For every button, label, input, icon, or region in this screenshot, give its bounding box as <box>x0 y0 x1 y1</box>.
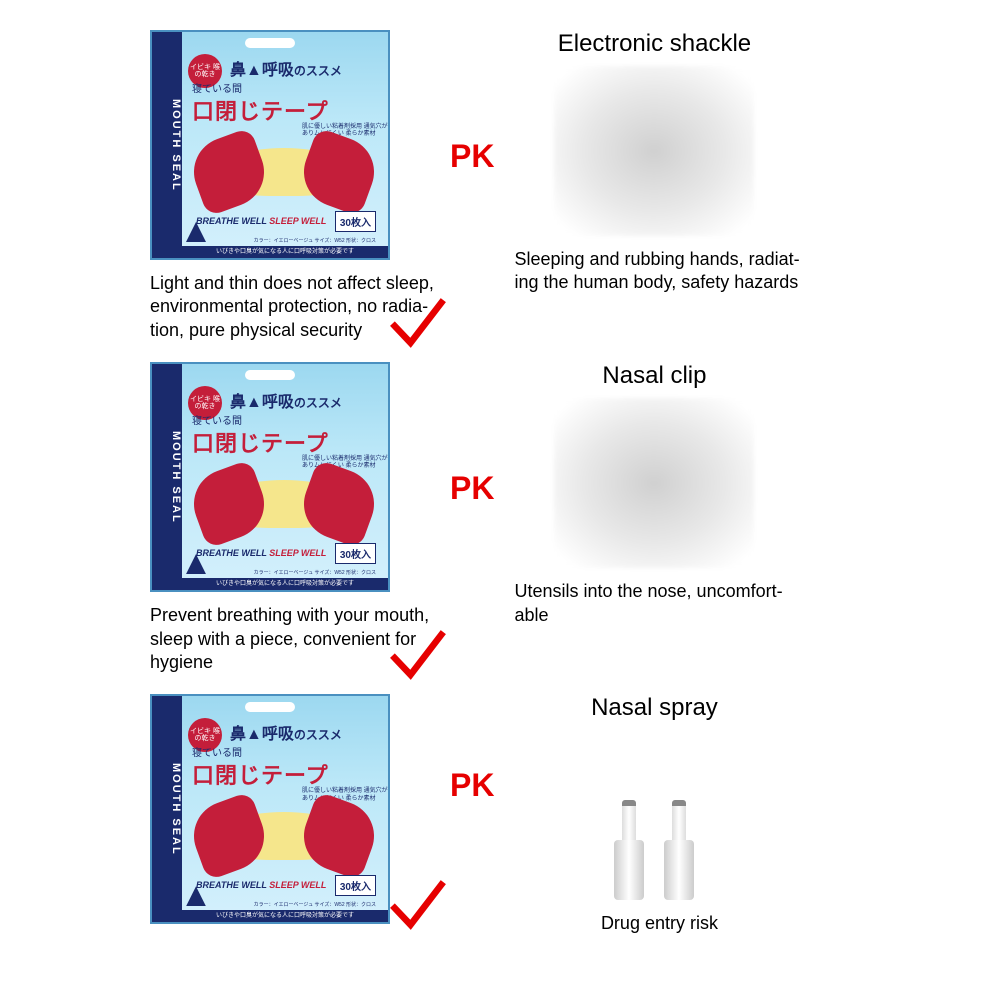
package-sub-text: 寝ている間 <box>192 744 242 759</box>
product-package: MOUTH SEAL イビキ 喉の乾き 鼻▲呼吸のススメ 寝ている間 口閉じテー… <box>150 30 390 260</box>
competitor-title: Nasal clip <box>514 362 794 390</box>
package-sub-text: 寝ている間 <box>192 412 242 427</box>
package-top-text: 鼻▲呼吸のススメ <box>230 388 342 412</box>
product-package: MOUTH SEAL イビキ 喉の乾き 鼻▲呼吸のススメ 寝ている間 口閉じテー… <box>150 694 390 924</box>
checkmark-icon <box>390 880 446 936</box>
package-count: 30枚入 <box>335 211 376 232</box>
package-bottom-bar: いびきや口臭が気になる人に口呼吸対策が必要です <box>182 246 388 258</box>
competitor-image-spray <box>554 730 754 900</box>
package-bottom-bar: いびきや口臭が気になる人に口呼吸対策が必要です <box>182 910 388 922</box>
package-hang-hole <box>245 702 295 712</box>
comparison-container: MOUTH SEAL イビキ 喉の乾き 鼻▲呼吸のススメ 寝ている間 口閉じテー… <box>0 30 1000 936</box>
package-slogan: BREATHE WELL SLEEP WELL <box>196 216 326 226</box>
competitor-column: Electronic shackle Sleeping and rubbing … <box>514 30 794 295</box>
package-hang-hole <box>245 370 295 380</box>
product-column: MOUTH SEAL イビキ 喉の乾き 鼻▲呼吸のススメ 寝ている間 口閉じテー… <box>150 30 430 342</box>
competitor-title: Electronic shackle <box>514 30 794 58</box>
package-count-details: カラー：イエローベージュ サイズ：W52 形状：クロス <box>254 901 376 908</box>
package-sidebar: MOUTH SEAL <box>152 32 182 258</box>
competitor-column: Nasal clip Utensils into the nose, uncom… <box>514 362 794 627</box>
checkmark-icon <box>390 630 446 686</box>
product-package: MOUTH SEAL イビキ 喉の乾き 鼻▲呼吸のススメ 寝ている間 口閉じテー… <box>150 362 390 592</box>
spray-bottle-icon <box>614 800 644 900</box>
package-count: 30枚入 <box>335 875 376 896</box>
comparison-row-3: MOUTH SEAL イビキ 喉の乾き 鼻▲呼吸のススメ 寝ている間 口閉じテー… <box>0 694 1000 935</box>
competitor-description: Utensils into the nose, uncomfort- able <box>514 580 804 627</box>
competitor-description: Sleeping and rubbing hands, radiat- ing … <box>514 248 804 295</box>
competitor-title: Nasal spray <box>514 694 794 722</box>
comparison-row-2: MOUTH SEAL イビキ 喉の乾き 鼻▲呼吸のススメ 寝ている間 口閉じテー… <box>0 362 1000 674</box>
package-lips-graphic <box>194 464 374 554</box>
package-bottom-bar: いびきや口臭が気になる人に口呼吸対策が必要です <box>182 578 388 590</box>
package-top-text: 鼻▲呼吸のススメ <box>230 720 342 744</box>
package-lips-graphic <box>194 796 374 886</box>
package-main-text: 口閉じテープ <box>192 426 329 458</box>
package-hang-hole <box>245 38 295 48</box>
package-sub-text: 寝ている間 <box>192 80 242 95</box>
package-count: 30枚入 <box>335 543 376 564</box>
package-top-text: 鼻▲呼吸のススメ <box>230 56 342 80</box>
competitor-image <box>554 398 754 568</box>
product-column: MOUTH SEAL イビキ 喉の乾き 鼻▲呼吸のススメ 寝ている間 口閉じテー… <box>150 694 430 924</box>
package-main-text: 口閉じテープ <box>192 94 329 126</box>
package-count-details: カラー：イエローベージュ サイズ：W52 形状：クロス <box>254 569 376 576</box>
package-slogan: BREATHE WELL SLEEP WELL <box>196 880 326 890</box>
package-count-details: カラー：イエローベージュ サイズ：W52 形状：クロス <box>254 237 376 244</box>
pk-label: PK <box>450 138 494 235</box>
package-main-text: 口閉じテープ <box>192 758 329 790</box>
package-slogan: BREATHE WELL SLEEP WELL <box>196 548 326 558</box>
comparison-row-1: MOUTH SEAL イビキ 喉の乾き 鼻▲呼吸のススメ 寝ている間 口閉じテー… <box>0 30 1000 342</box>
competitor-image <box>554 66 754 236</box>
package-sidebar: MOUTH SEAL <box>152 364 182 590</box>
competitor-column: Nasal spray Drug entry risk <box>514 694 794 935</box>
checkmark-icon <box>390 298 446 354</box>
competitor-description: Drug entry risk <box>514 912 804 935</box>
product-column: MOUTH SEAL イビキ 喉の乾き 鼻▲呼吸のススメ 寝ている間 口閉じテー… <box>150 362 430 674</box>
spray-bottle-icon <box>664 800 694 900</box>
package-sidebar: MOUTH SEAL <box>152 696 182 922</box>
pk-label: PK <box>450 767 494 864</box>
package-lips-graphic <box>194 132 374 222</box>
pk-label: PK <box>450 470 494 567</box>
